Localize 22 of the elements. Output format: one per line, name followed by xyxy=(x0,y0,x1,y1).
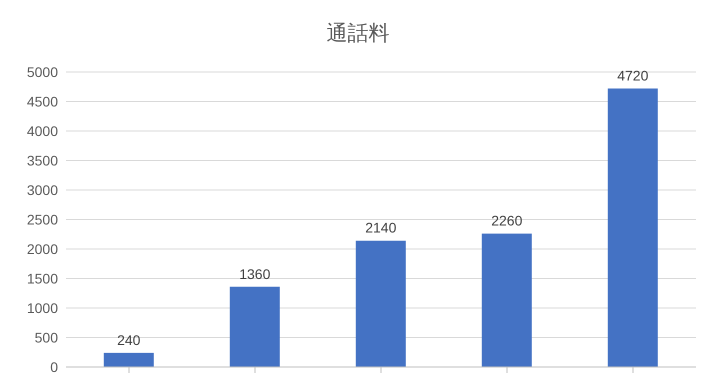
data-label: 2140 xyxy=(365,220,397,236)
data-label: 4720 xyxy=(617,68,649,84)
bar xyxy=(482,234,532,367)
bar xyxy=(104,352,154,367)
bar xyxy=(356,240,406,367)
data-label: 2260 xyxy=(491,212,523,229)
y-tick-label: 1500 xyxy=(26,270,58,286)
y-tick-label: 3000 xyxy=(26,182,58,198)
y-tick-label: 1000 xyxy=(26,300,58,316)
y-tick-label: 2500 xyxy=(26,211,58,228)
data-label: 240 xyxy=(117,332,141,348)
chart-title: 通話料 xyxy=(326,21,390,47)
y-tick-label: 4000 xyxy=(26,122,58,139)
y-tick-label: 2000 xyxy=(26,240,58,257)
y-tick-label: 5000 xyxy=(26,64,58,80)
y-tick-label: 3500 xyxy=(26,152,58,168)
bar xyxy=(608,88,658,367)
y-tick-label: 500 xyxy=(34,329,58,346)
y-tick-label: 4500 xyxy=(26,93,58,110)
y-tick-label: 0 xyxy=(50,358,58,375)
data-label: 1360 xyxy=(239,266,271,282)
bar xyxy=(230,286,280,367)
